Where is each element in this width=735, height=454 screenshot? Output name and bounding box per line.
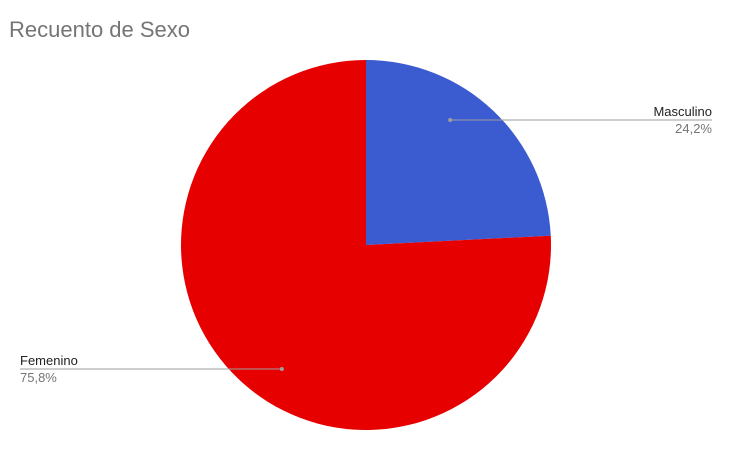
pie-slices — [181, 60, 551, 431]
slice-label-masculino: Masculino — [653, 104, 712, 119]
chart-title: Recuento de Sexo — [9, 17, 191, 42]
slice-percent-masculino: 24,2% — [675, 121, 712, 136]
pie-slice-femenino[interactable] — [181, 60, 551, 431]
pie-slice-masculino[interactable] — [366, 60, 551, 245]
slice-percent-femenino: 75,8% — [20, 370, 57, 385]
pie-labels: Masculino 24,2% Femenino 75,8% — [20, 104, 712, 385]
leader-dot-masculino — [448, 118, 453, 122]
slice-label-femenino: Femenino — [20, 353, 78, 368]
leader-dot-femenino — [279, 367, 284, 371]
